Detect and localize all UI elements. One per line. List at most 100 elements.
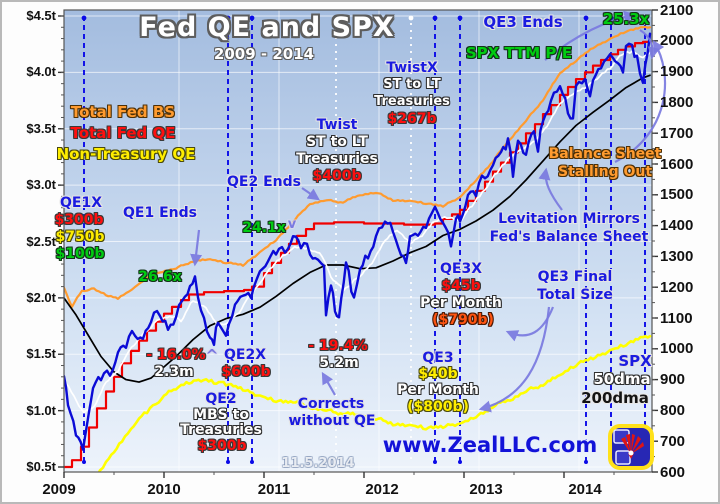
event-line-top-dot: [333, 15, 339, 21]
logo-shell-base: [628, 450, 634, 456]
legend-total-fed-qe: Total Fed QE: [70, 124, 176, 142]
event-line-bottom-dot: [584, 460, 588, 464]
qe3-final-2: Total Size: [537, 287, 613, 303]
qe3x-label: QE3X: [440, 261, 482, 277]
levitation-arrow: [538, 167, 563, 211]
event-line-bottom-dot: [82, 460, 86, 464]
qe1x-300b: $300b: [54, 212, 104, 228]
legend-total-fed-bs: Total Fed BS: [70, 103, 176, 121]
qe3-final-1: QE3 Final: [537, 269, 613, 285]
series-non-treasury-qe: [97, 334, 652, 472]
balance-sheet-arrow: [614, 39, 666, 163]
right-axis-tick-label: 1800: [660, 93, 694, 111]
event-line-bottom-dot: [226, 460, 230, 464]
levitation-1: Levitation Mirrors: [498, 211, 640, 227]
qe1-ends-arrow: [190, 229, 203, 267]
qe1x-label: QE1X: [60, 195, 102, 211]
caret-down: v: [287, 217, 297, 232]
qe3-final-arrow-800b: [478, 306, 551, 413]
right-axis-tick-label: 900: [660, 371, 686, 389]
qe1x-750b: $750b: [55, 229, 105, 245]
corrects-1: Corrects: [297, 396, 365, 412]
series-spx: [64, 32, 652, 451]
qe2-300b: $300b: [197, 438, 247, 454]
left-axis-tick-label: $2.0t: [26, 289, 56, 305]
qe1x-100b: $100b: [55, 246, 105, 262]
pe-26-6x: 26.6x: [138, 269, 182, 285]
logo-z-bottom: [615, 450, 631, 465]
left-axis-tick-label: $3.5t: [26, 120, 56, 136]
left-axis-tick-label: $2.5t: [26, 233, 56, 249]
qe2x-label: QE2X: [224, 347, 266, 363]
qe2-line2: MBS to: [193, 407, 249, 423]
twist-label: Twist: [316, 117, 358, 133]
qe3-800b: ($800b): [407, 399, 469, 415]
right-axis-tick-label: 1700: [660, 124, 694, 142]
corrects-2: without QE: [288, 413, 376, 429]
event-line-top-dot: [81, 15, 87, 21]
balance-sheet-stalling-1: Balance Sheet: [548, 146, 662, 162]
event-line-bottom-dot: [433, 460, 437, 464]
right-axis-tick-label: 1900: [660, 63, 694, 81]
watermark-date: 11.5.2014: [281, 456, 355, 471]
right-axis-tick-label: 1100: [660, 309, 693, 327]
twistx-267b: $267b: [387, 111, 437, 127]
right-axis-tick-label: 1200: [660, 278, 694, 296]
left-axis-tick-label: $4.0t: [26, 64, 56, 80]
website-link[interactable]: www.ZealLLC.com: [382, 433, 598, 457]
qe3-40b: $40b: [418, 366, 458, 382]
right-axis-tick-label: 2000: [660, 32, 694, 50]
correction-16-0-dur: 2.3m: [154, 364, 194, 380]
twistx-line2: ST to LT: [383, 77, 441, 92]
levitation-2: Fed's Balance Sheet: [489, 229, 649, 245]
legend-spx: SPX: [618, 352, 652, 370]
twistx-label: TwistX: [386, 60, 438, 76]
logo-shell-icon: [621, 434, 644, 459]
qe2-ends-arrow: [301, 187, 320, 201]
x-axis-year-label: 2012: [365, 481, 399, 498]
left-axis-tick-label: $1.5t: [26, 346, 56, 362]
qe1-ends-label: QE1 Ends: [123, 205, 197, 221]
qe2-ends-label: QE2 Ends: [227, 174, 301, 190]
legend-non-treasury-qe: Non-Treasury QE: [56, 145, 196, 163]
zeal-logo[interactable]: [608, 424, 654, 470]
qe2x-600b: $600b: [221, 364, 271, 380]
twist-400b: $400b: [312, 168, 362, 184]
twistx-line3: Treasuries: [374, 94, 450, 109]
x-axis-year-label: 2010: [147, 481, 181, 498]
left-axis-tick-label: $0.5t: [26, 459, 56, 474]
correction-16-0: - 16.0%: [146, 347, 206, 363]
left-axis-tick-label: $4.5t: [26, 8, 56, 23]
correction-19-4: - 19.4%: [308, 338, 368, 354]
qe3-ends-label: QE3 Ends: [483, 13, 563, 31]
legend-200dma: 200dma: [581, 389, 649, 407]
spx-ttm-pe-label: SPX TTM P/E: [465, 44, 573, 62]
qe2-label: QE2: [205, 391, 237, 407]
event-line-top-dot: [225, 15, 231, 21]
pe-24-1x: 24.1x: [242, 220, 286, 236]
chart-subtitle: 2009 - 2014: [213, 45, 315, 63]
x-axis-year-label: 2014: [568, 481, 602, 498]
event-line-bottom-dot: [250, 460, 254, 464]
series-total-fed-bs: [64, 25, 652, 308]
pe-25-3-arrow: [639, 29, 660, 60]
corrects-arrow: [321, 371, 336, 396]
right-axis-tick-label: 700: [660, 432, 686, 450]
right-axis-tick-label: 1500: [660, 186, 694, 204]
right-axis-tick-label: 600: [660, 463, 686, 481]
pe-25-3x: 25.3x: [602, 10, 650, 28]
twist-line3: Treasuries: [296, 151, 378, 167]
event-line-top-dot: [457, 15, 463, 21]
series-total-fed-qe: [64, 40, 652, 469]
right-axis-tick-label: 1000: [660, 340, 694, 358]
event-line-top-dot: [642, 15, 648, 21]
qe3x-790b: ($790b): [432, 312, 494, 328]
qe2-line3: Treasuries: [180, 422, 262, 438]
series-spx-200dma: [64, 74, 651, 383]
right-axis-tick-label: 800: [660, 401, 686, 419]
x-axis-year-label: 2009: [42, 481, 76, 498]
spx-pe-arrow: [544, 10, 637, 61]
chart-title: Fed QE and SPX: [139, 12, 395, 43]
left-axis-tick-label: $3.0t: [26, 177, 56, 193]
